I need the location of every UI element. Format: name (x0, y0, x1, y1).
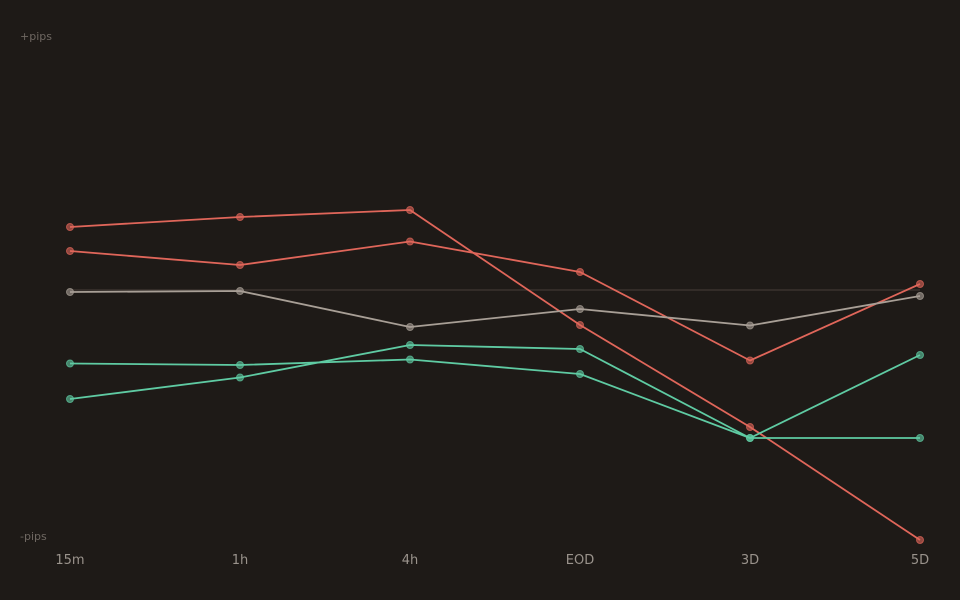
series-line (69, 290, 921, 328)
data-point (916, 351, 924, 359)
data-point (576, 305, 584, 313)
x-tick-label: 3D (741, 553, 759, 568)
data-point (66, 247, 74, 255)
data-point (916, 280, 924, 288)
y-axis-bottom-label: -pips (20, 530, 47, 543)
data-point (746, 434, 754, 442)
series-1 (66, 206, 924, 544)
data-point (236, 373, 244, 382)
data-point (916, 292, 924, 300)
series-2 (66, 237, 924, 365)
y-axis-top-label: +pips (20, 30, 52, 43)
data-point (66, 223, 74, 231)
data-point (916, 434, 924, 442)
data-point (406, 355, 414, 364)
data-point (236, 213, 244, 221)
series-4 (66, 355, 924, 442)
data-point (746, 423, 754, 431)
x-tick-label: 4h (402, 553, 419, 568)
x-tick-label: EOD (566, 553, 594, 568)
data-point (236, 287, 244, 295)
data-point (576, 321, 584, 329)
series-line (69, 209, 921, 541)
data-point (406, 323, 414, 331)
data-point (916, 536, 924, 544)
data-point (576, 345, 584, 353)
data-point (66, 395, 74, 403)
series-3 (66, 287, 924, 331)
data-point (66, 288, 74, 296)
data-point (406, 237, 414, 246)
x-tick-label: 1h (232, 553, 249, 568)
data-point (236, 361, 244, 369)
x-tick-label: 5D (911, 553, 929, 568)
series-line (69, 344, 921, 439)
data-point (746, 356, 754, 365)
x-tick-label: 15m (55, 553, 84, 568)
data-point (576, 370, 584, 378)
data-point (576, 268, 584, 276)
data-point (406, 341, 414, 349)
data-point (236, 261, 244, 269)
data-point (746, 321, 754, 330)
series-line (69, 240, 921, 362)
data-point (66, 359, 74, 368)
data-point (406, 206, 414, 214)
series-line (69, 358, 920, 439)
series-5 (66, 341, 924, 442)
